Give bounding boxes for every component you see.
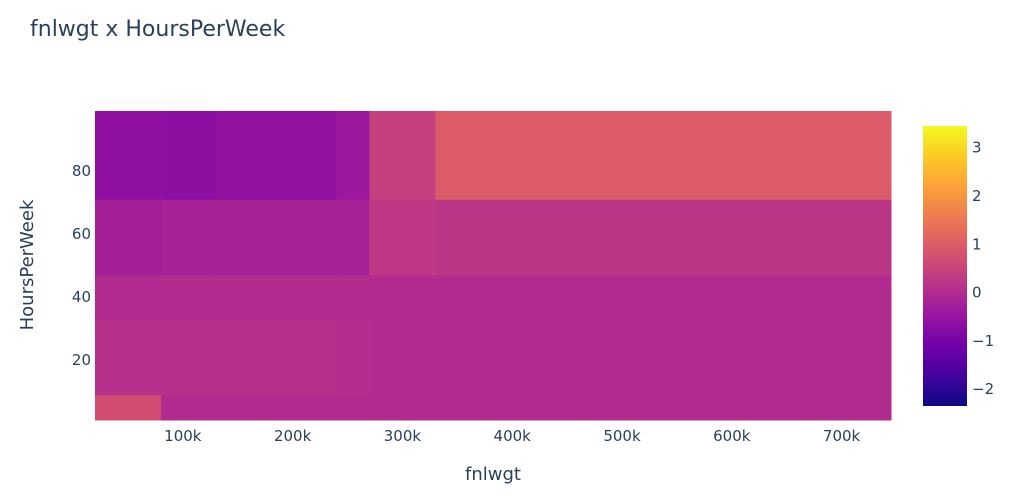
heatmap-cell bbox=[369, 111, 436, 200]
colorbar-tick-label: 0 bbox=[972, 284, 982, 302]
y-tick-label: 80 bbox=[72, 162, 91, 180]
heatmap-cell bbox=[160, 394, 217, 421]
heatmap-cell bbox=[435, 319, 892, 396]
y-axis-ticks: 20 40 60 80 bbox=[72, 162, 91, 369]
heatmap-cell bbox=[160, 199, 217, 276]
x-tick-label: 500k bbox=[603, 427, 641, 445]
heatmap-cell bbox=[95, 319, 162, 396]
heatmap-cell bbox=[215, 319, 338, 396]
heatmap-cell bbox=[435, 274, 892, 320]
heatmap-cell bbox=[215, 274, 338, 320]
chart-title: fnlwgt x HoursPerWeek bbox=[30, 17, 285, 42]
x-tick-label: 700k bbox=[823, 427, 861, 445]
heatmap-cell bbox=[215, 199, 338, 276]
colorbar-ticks: −2 −1 0 1 2 3 bbox=[972, 139, 994, 398]
heatmap-cell bbox=[215, 111, 338, 200]
x-tick-label: 600k bbox=[713, 427, 751, 445]
colorbar bbox=[923, 126, 967, 406]
heatmap-cell bbox=[215, 394, 338, 421]
heatmap-cell bbox=[95, 111, 162, 200]
heatmap-cell bbox=[336, 199, 370, 276]
heatmap-cell bbox=[160, 319, 217, 396]
colorbar-tick-label: 1 bbox=[972, 235, 982, 253]
colorbar-tick-label: 3 bbox=[972, 139, 982, 157]
colorbar-tick-label: −2 bbox=[972, 380, 994, 398]
heatmap-cell bbox=[336, 274, 370, 320]
heatmap-cell bbox=[95, 199, 162, 276]
heatmap-cell bbox=[435, 199, 892, 276]
x-tick-label: 300k bbox=[384, 427, 422, 445]
y-tick-label: 60 bbox=[72, 225, 91, 243]
heatmap-cell bbox=[160, 274, 217, 320]
x-tick-label: 200k bbox=[274, 427, 312, 445]
y-axis-title: HoursPerWeek bbox=[17, 199, 38, 330]
heatmap-cell bbox=[369, 319, 436, 396]
x-axis-title: fnlwgt bbox=[465, 464, 521, 485]
heatmap-cell bbox=[95, 274, 162, 320]
colorbar-tick-label: −1 bbox=[972, 332, 994, 350]
heatmap-cell bbox=[160, 111, 217, 200]
y-tick-label: 40 bbox=[72, 288, 91, 306]
heatmap-cells bbox=[95, 111, 892, 421]
heatmap-cell bbox=[336, 111, 370, 200]
x-tick-label: 100k bbox=[164, 427, 202, 445]
x-tick-label: 400k bbox=[494, 427, 532, 445]
heatmap-cell bbox=[336, 394, 370, 421]
y-tick-label: 20 bbox=[72, 351, 91, 369]
heatmap-cell bbox=[369, 199, 436, 276]
heatmap-cell bbox=[369, 274, 436, 320]
heatmap-cell bbox=[435, 394, 892, 421]
colorbar-tick-label: 2 bbox=[972, 187, 982, 205]
heatmap-cell bbox=[369, 394, 436, 421]
heatmap-cell bbox=[95, 394, 162, 421]
x-axis-ticks: 100k 200k 300k 400k 500k 600k 700k bbox=[164, 427, 860, 445]
heatmap-cell bbox=[336, 319, 370, 396]
heatmap-cell bbox=[435, 111, 892, 200]
